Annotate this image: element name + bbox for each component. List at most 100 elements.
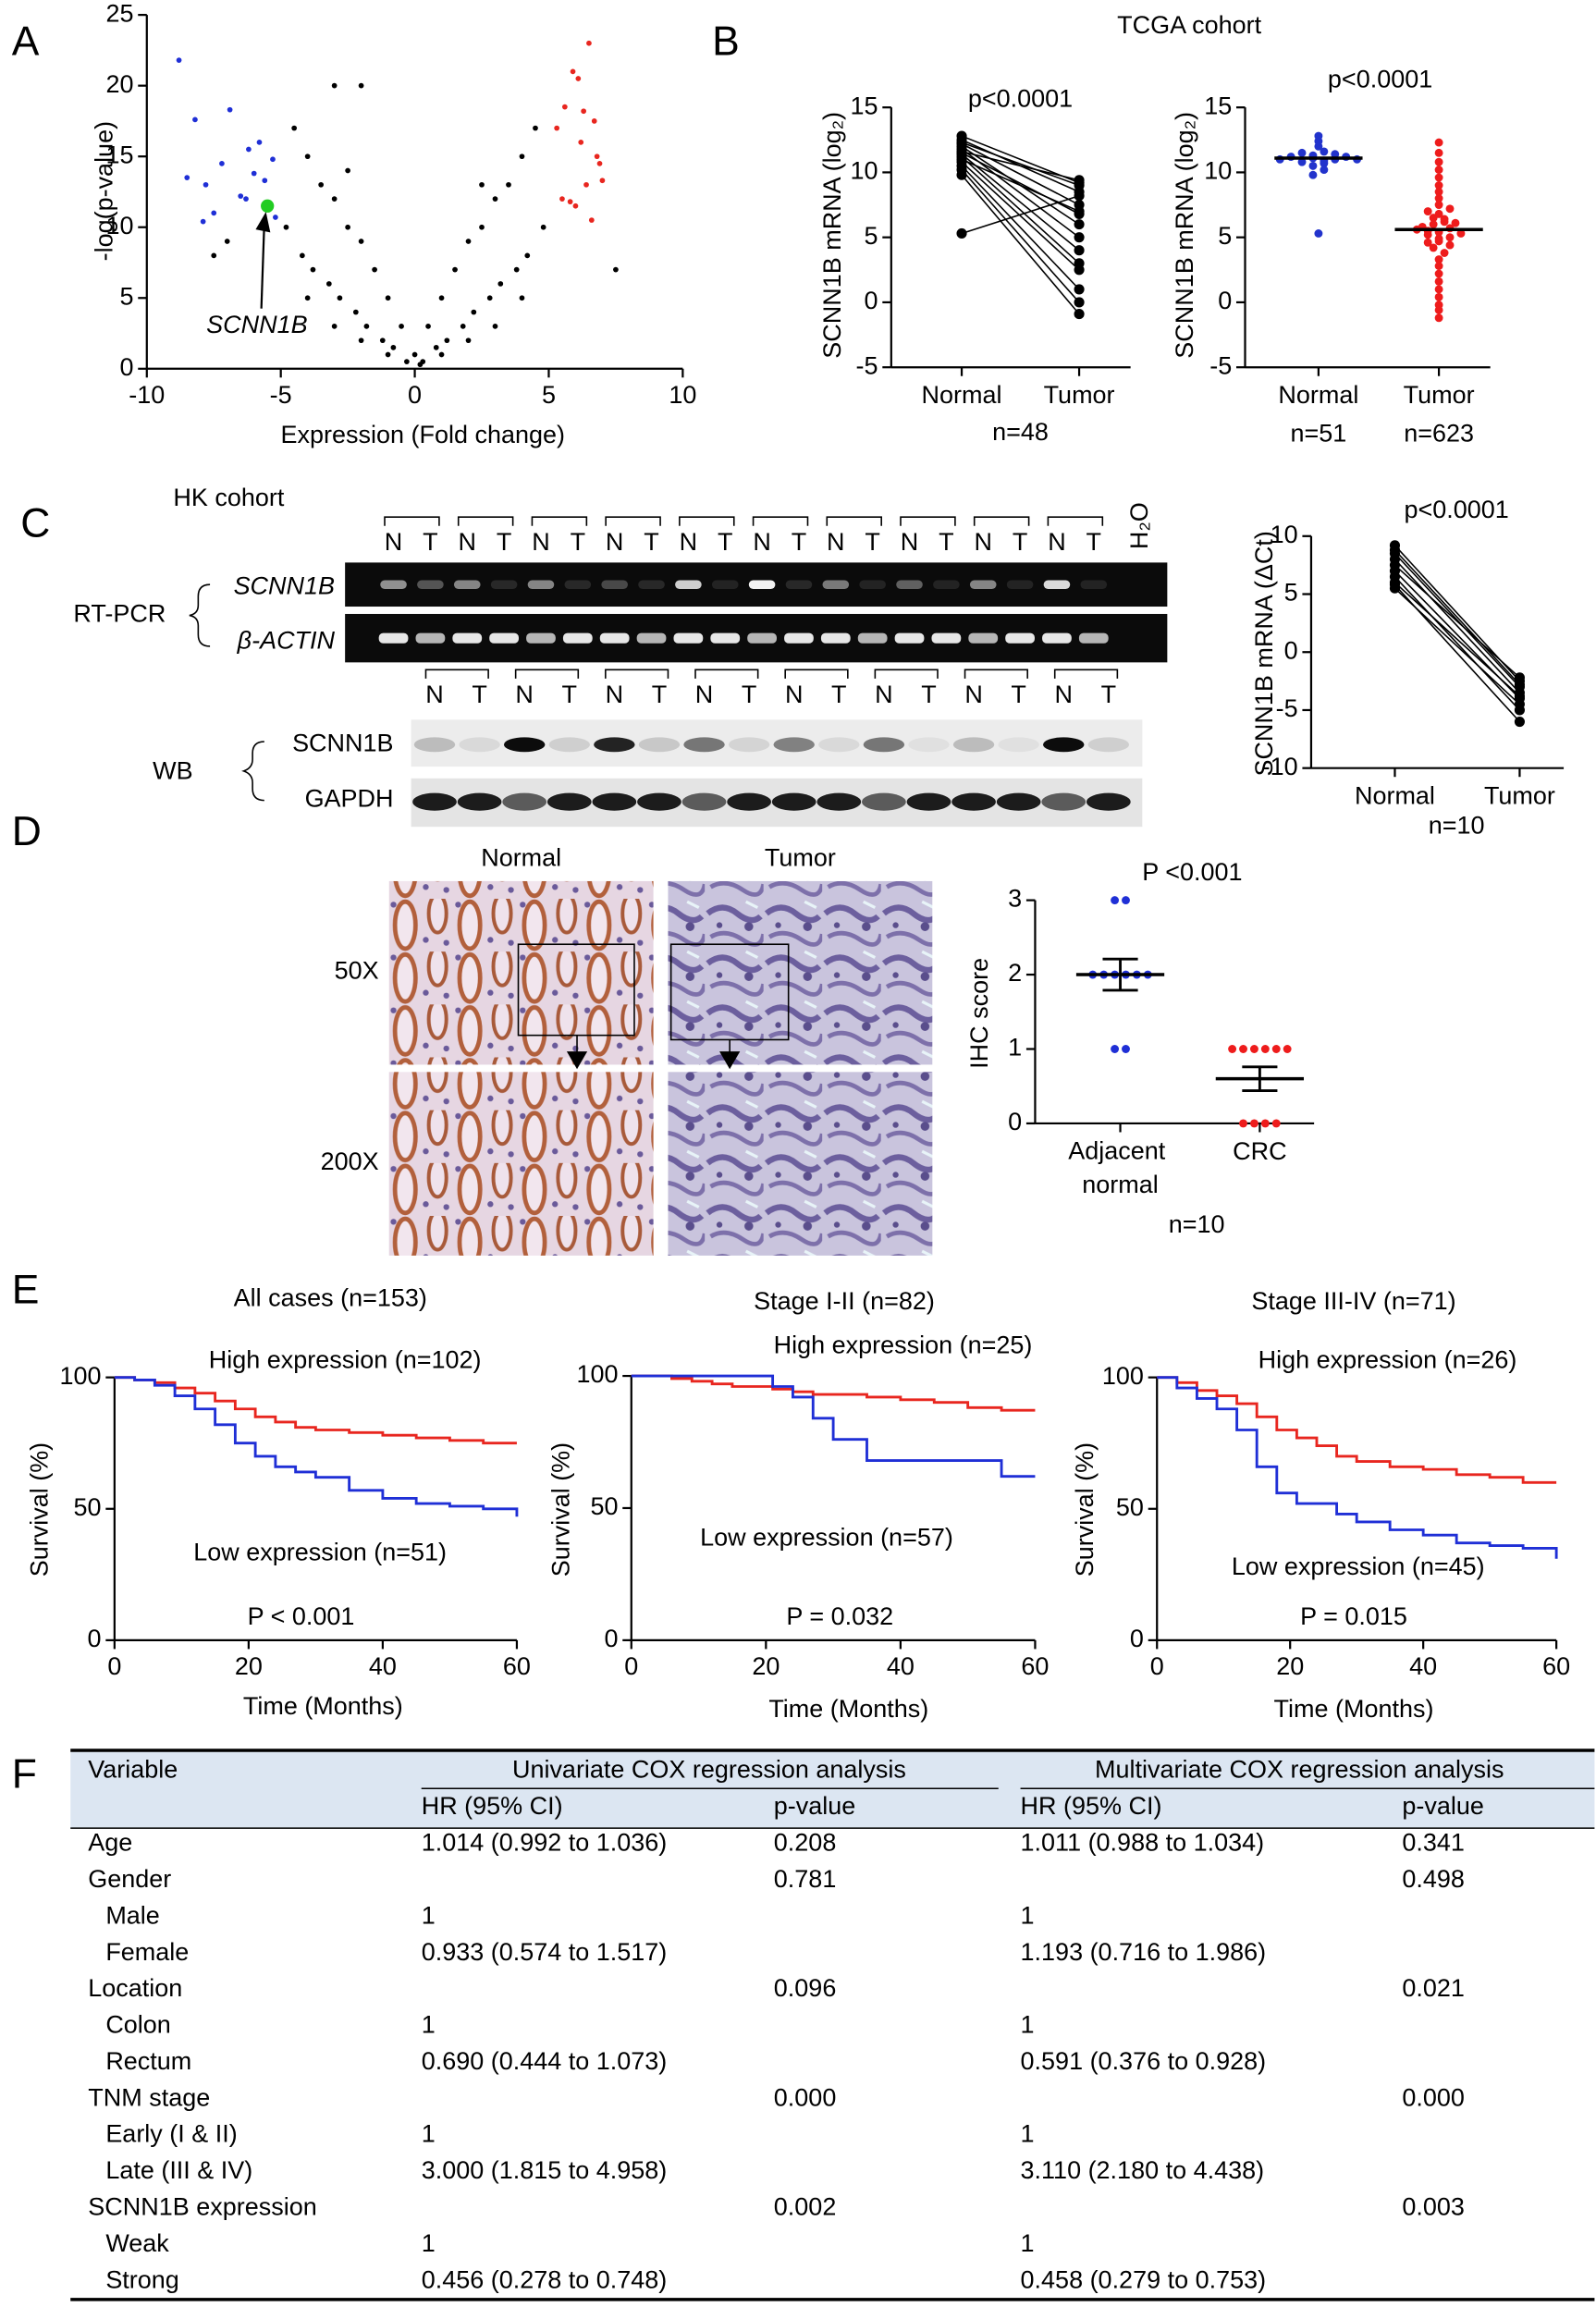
table-cell: TNM stage [88, 2083, 210, 2111]
point [1434, 269, 1443, 278]
pair-bracket [694, 669, 759, 679]
point [956, 147, 967, 158]
point [1434, 148, 1443, 157]
y-tick-label: 5 [1284, 579, 1298, 607]
band [453, 580, 481, 589]
x-tick-label: 0 [408, 381, 422, 409]
cohort-label: HK cohort [173, 484, 284, 511]
table-cell: 1 [1021, 2120, 1035, 2148]
lane-label: N [606, 681, 624, 708]
band [728, 737, 770, 753]
table-cell: Early (I & II) [105, 2120, 237, 2148]
table-cell: SCNN1B expression [88, 2192, 316, 2220]
pair-line [1393, 549, 1521, 685]
point [533, 125, 538, 131]
lane-label: T [831, 681, 846, 708]
lane-label: T [1087, 528, 1101, 556]
y-tick-label: 0 [1218, 287, 1232, 314]
band [952, 737, 995, 753]
method-label: RT-PCR [73, 600, 166, 628]
y-tick-label: 1 [1008, 1034, 1022, 1061]
point [261, 199, 275, 213]
x-tick-label: Normal [922, 381, 1002, 409]
band [417, 580, 444, 589]
point [1434, 305, 1443, 314]
point [1445, 204, 1455, 214]
curve-label: High expression (n=25) [774, 1331, 1033, 1358]
y-tick-label: 50 [74, 1493, 102, 1521]
point [1434, 255, 1443, 264]
point [460, 324, 466, 329]
point [1434, 181, 1443, 190]
band [820, 632, 851, 644]
point [1260, 1119, 1270, 1128]
lane-label: N [515, 681, 534, 708]
lane-label: T [562, 681, 577, 708]
band [564, 580, 592, 589]
point [243, 196, 249, 202]
band [1080, 580, 1108, 589]
point [390, 344, 397, 350]
pair-line [961, 174, 1080, 315]
pair-bracket [457, 516, 514, 526]
point [1434, 313, 1443, 323]
annotation: p<0.0001 [1404, 496, 1508, 523]
arrowhead [255, 212, 271, 233]
point [1239, 1119, 1247, 1128]
point [519, 295, 525, 301]
pair-bracket [826, 516, 882, 526]
band [996, 792, 1041, 811]
band [908, 737, 950, 753]
x-tick-label: 40 [369, 1652, 397, 1680]
bracket [189, 583, 211, 647]
y-tick-label: 15 [851, 92, 878, 119]
point [352, 309, 359, 315]
lane-label: T [792, 528, 806, 556]
point [211, 252, 217, 259]
y-tick-label: 0 [119, 353, 133, 381]
point [492, 196, 498, 202]
point [479, 181, 485, 188]
band [489, 632, 519, 644]
band [636, 632, 667, 644]
table-header-bg [70, 1751, 1595, 1829]
lane-label: T [1011, 681, 1025, 708]
lane-label: N [680, 528, 698, 556]
table-cell: 3.110 (2.180 to 4.438) [1021, 2156, 1265, 2184]
lane-label: T [571, 528, 585, 556]
table-cell: 0.458 (0.279 to 0.753) [1021, 2265, 1267, 2293]
panel-label: A [12, 19, 40, 65]
point [176, 57, 182, 63]
annotation: P = 0.032 [786, 1602, 893, 1630]
y-tick-label: 100 [576, 1360, 618, 1388]
point [554, 125, 560, 131]
point [358, 82, 364, 89]
point [1111, 896, 1120, 905]
y-axis-label: IHC score [965, 958, 993, 1069]
point [465, 239, 472, 244]
point [1514, 699, 1525, 710]
point [203, 181, 209, 188]
point [211, 210, 217, 216]
band [452, 632, 483, 644]
pair-line [961, 155, 1080, 264]
lane-label: T [718, 528, 732, 556]
x-tick-label: Tumor [1044, 381, 1115, 409]
lane-label: T [865, 528, 879, 556]
lane-label: N [901, 528, 919, 556]
point [596, 160, 603, 166]
point [1440, 215, 1449, 224]
point [519, 153, 525, 160]
point [452, 266, 458, 273]
pair-line [1393, 587, 1520, 706]
band [859, 580, 886, 589]
table-cell: 1.011 (0.988 to 1.034) [1021, 1829, 1265, 1857]
band [413, 737, 456, 753]
table-cell: 0.002 [774, 2192, 837, 2220]
band [548, 737, 591, 753]
y-axis-label: Survival (%) [546, 1442, 574, 1577]
x-tick-label: 5 [542, 381, 556, 409]
point [1297, 148, 1307, 157]
table-cell: 1 [1021, 1901, 1035, 1929]
point [599, 178, 606, 184]
